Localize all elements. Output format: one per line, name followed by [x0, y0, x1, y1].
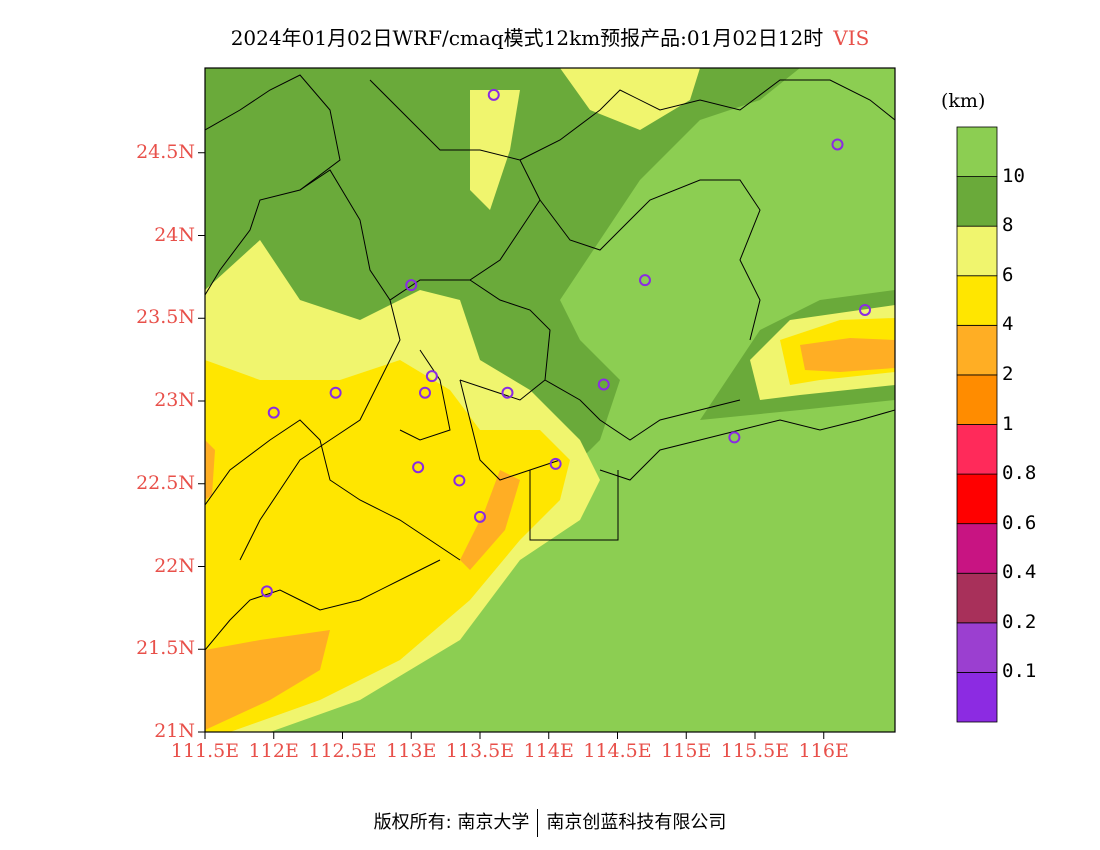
latitude-label: 21.5N	[136, 637, 195, 660]
colorbar-bin	[956, 176, 998, 227]
colorbar-bin	[956, 324, 998, 376]
station-marker	[267, 406, 280, 419]
station-marker	[425, 370, 438, 383]
visibility-field	[205, 68, 895, 732]
colorbar-label: 2	[1002, 362, 1014, 385]
variable-name: VIS	[833, 26, 870, 50]
longitude-label: 115E	[661, 740, 712, 762]
station-marker	[831, 138, 844, 151]
colorbar-bin	[956, 225, 998, 277]
longitude-label: 114E	[523, 740, 574, 762]
colorbar-label: 8	[1002, 214, 1014, 237]
station-marker	[419, 386, 431, 399]
longitude-label: 111.5E	[170, 740, 240, 762]
footer: 版权所有: 南京大学 南京创蓝科技有限公司	[0, 808, 1100, 837]
latitude-label: 24.5N	[136, 140, 195, 163]
longitude-label: 115.5E	[720, 740, 790, 762]
colorbar-bin	[956, 523, 998, 574]
station-marker	[639, 274, 651, 287]
colorbar-label: 4	[1002, 313, 1014, 336]
colorbar-label: 0.1	[1002, 660, 1037, 683]
colorbar-bin	[956, 374, 998, 425]
latitude-label: 22.5N	[136, 471, 195, 494]
vis-band-8-10	[205, 68, 800, 480]
colorbar-label: 0.6	[1002, 511, 1037, 534]
colorbar-bin	[956, 622, 998, 673]
station-marker	[474, 510, 486, 523]
latitude-label: 23N	[154, 389, 195, 411]
colorbar	[956, 126, 998, 723]
colorbar-bin	[956, 275, 998, 326]
vis-band-2-4-west	[205, 440, 215, 500]
colorbar-bin	[956, 672, 998, 723]
colorbar-label: 0.8	[1002, 462, 1037, 485]
station-marker	[412, 461, 425, 474]
station-marker	[260, 585, 273, 598]
longitude-label: 113E	[386, 740, 437, 762]
longitude-label: 116E	[798, 740, 849, 762]
colorbar-bin	[956, 126, 998, 177]
station-markers	[260, 88, 871, 598]
station-marker	[597, 378, 610, 391]
longitude-label: 112.5E	[308, 740, 377, 762]
copyright-text: 版权所有: 南京大学	[373, 812, 530, 833]
map-title: 2024年01月02日WRF/cmaq模式12km预报产品:01月02日12时 V…	[0, 22, 1100, 51]
vis-band-6-8-north	[560, 68, 700, 130]
vis-band-2-4-south	[205, 630, 330, 730]
latitude-label: 21N	[154, 720, 195, 742]
colorbar-bin	[956, 473, 998, 525]
latitude-label: 23.5N	[136, 306, 195, 329]
longitude-label: 114.5E	[583, 740, 652, 762]
station-marker	[859, 303, 871, 316]
colorbar-bin	[956, 424, 998, 475]
station-marker	[501, 386, 514, 399]
colorbar-label: 6	[1002, 263, 1014, 286]
boundary-lines	[205, 74, 895, 651]
vis-band-6-8-patch	[470, 90, 520, 210]
colorbar-bin	[956, 572, 998, 624]
axis-ticks	[198, 152, 825, 739]
colorbar-unit: (km)	[941, 90, 986, 112]
title-text: 2024年01月02日WRF/cmaq模式12km预报产品:01月02日12时	[230, 26, 824, 50]
footer-separator	[537, 809, 539, 837]
colorbar-label: 0.2	[1002, 610, 1037, 633]
colorbar-label: 0.4	[1002, 561, 1037, 584]
station-marker	[487, 88, 500, 101]
station-marker	[453, 474, 466, 487]
longitude-label: 113.5E	[445, 740, 515, 762]
company-text: 南京创蓝科技有限公司	[546, 812, 727, 833]
longitude-label: 112E	[248, 740, 299, 762]
vis-band-2-4-coast	[460, 470, 520, 570]
map-frame	[204, 67, 896, 733]
vis-band-2-4-east	[800, 338, 895, 372]
latitude-label: 24N	[154, 223, 195, 246]
latitude-label: 22N	[154, 554, 195, 577]
colorbar-label: 10	[1002, 164, 1025, 187]
station-marker	[329, 386, 342, 399]
colorbar-label: 1	[1002, 412, 1014, 435]
station-marker	[549, 457, 562, 470]
station-marker	[728, 431, 741, 444]
station-marker	[405, 279, 418, 292]
